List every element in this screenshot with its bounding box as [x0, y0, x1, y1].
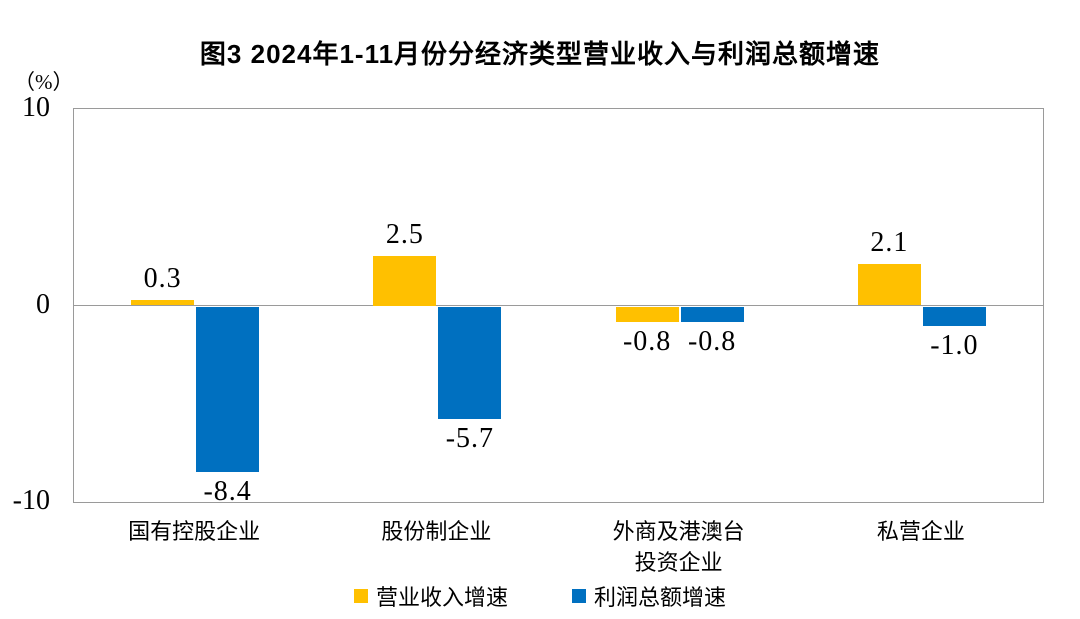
- x-axis-category-label: 外商及港澳台 投资企业: [612, 519, 745, 575]
- x-axis-category-label: 股份制企业: [381, 519, 492, 544]
- bar-value-label: -5.7: [445, 422, 495, 454]
- chart-title: 图3 2024年1-11月份分经济类型营业收入与利润总额增速: [199, 39, 881, 69]
- bar-value-label: -0.8: [622, 326, 672, 358]
- legend-label: 利润总额增速: [594, 585, 727, 610]
- y-axis-tick-label: 0: [36, 288, 50, 320]
- legend-item: 利润总额增速: [572, 580, 726, 612]
- legend-label: 营业收入增速: [375, 585, 508, 610]
- bar-profit: [922, 306, 986, 327]
- y-axis-tick-label: -10: [12, 485, 50, 516]
- bar-profit: [196, 306, 260, 472]
- y-axis-tick-label: 10: [22, 92, 50, 123]
- bar-value-label: -0.8: [687, 326, 737, 358]
- y-axis-unit-label: （%）: [14, 70, 74, 94]
- legend-swatch: [572, 589, 586, 603]
- bar-revenue: [373, 256, 437, 306]
- bar-value-label: 2.1: [870, 227, 909, 259]
- x-axis-category-label: 私营企业: [876, 519, 965, 544]
- legend-swatch: [353, 589, 368, 603]
- legend: 营业收入增速 利润总额增速: [0, 580, 1080, 612]
- bar-value-label: 2.5: [385, 219, 424, 251]
- x-axis-category-label: 国有控股企业: [128, 519, 261, 544]
- bar-profit: [680, 306, 744, 323]
- bar-revenue: [131, 299, 195, 306]
- bar-value-label: 0.3: [143, 262, 182, 294]
- bar-revenue: [615, 306, 679, 323]
- bar-value-label: -8.4: [203, 475, 252, 507]
- bar-revenue: [857, 264, 921, 306]
- bar-value-label: -1.0: [930, 330, 979, 362]
- legend-item: 营业收入增速: [353, 580, 508, 612]
- plot-area: 0.3 2.5 -0.8 2.1 -8.4 -5.7 -0.8 -1.0: [73, 108, 1044, 507]
- zero-axis-line: [74, 305, 1043, 306]
- bar-profit: [438, 306, 502, 419]
